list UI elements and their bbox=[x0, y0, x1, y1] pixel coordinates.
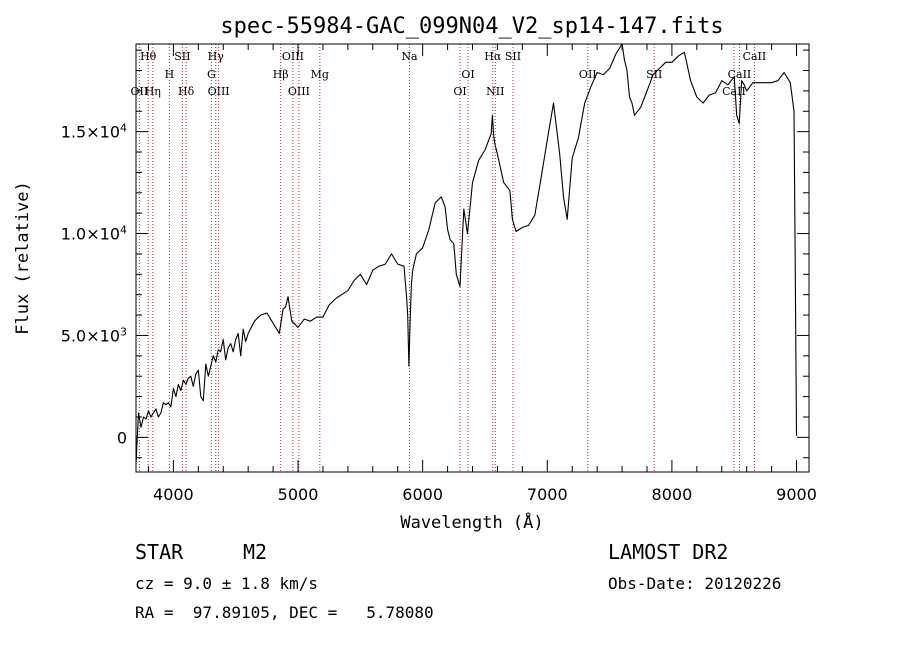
line-label-5: Hδ bbox=[178, 85, 195, 98]
y-tick-mantissa-0: 0 bbox=[117, 428, 127, 447]
y-tick-mantissa-3: 1.5×10 bbox=[61, 123, 120, 142]
line-label-4: SII bbox=[174, 50, 190, 63]
line-label-17: SII bbox=[505, 50, 521, 63]
line-label-22: CaII bbox=[728, 68, 752, 81]
line-label-21: CaII bbox=[743, 50, 767, 63]
line-label-2: Hη bbox=[145, 85, 161, 98]
line-label-13: Na bbox=[401, 50, 418, 63]
line-label-0: Hθ bbox=[140, 50, 157, 63]
redshift-velocity: cz = 9.0 ± 1.8 km/s bbox=[135, 574, 319, 593]
x-axis-label: Wavelength (Å) bbox=[400, 511, 543, 533]
line-label-1: OII bbox=[131, 85, 149, 98]
plot-frame bbox=[135, 43, 810, 473]
y-tick-label-0: 0 bbox=[117, 428, 127, 447]
spectral-line-markers bbox=[138, 44, 755, 472]
line-label-23: CaII bbox=[722, 85, 746, 98]
line-label-12: Mg bbox=[311, 68, 329, 81]
survey-name: LAMOST DR2 bbox=[608, 540, 729, 564]
line-label-6: Hγ bbox=[208, 50, 225, 63]
line-label-16: Hα bbox=[484, 50, 502, 63]
object-class: STAR bbox=[135, 540, 184, 564]
x-tick-label-0: 4000 bbox=[153, 485, 194, 504]
coordinates: RA = 97.89105, DEC = 5.78080 bbox=[135, 603, 434, 622]
line-label-7: G bbox=[207, 68, 216, 81]
x-tick-label-2: 6000 bbox=[402, 485, 443, 504]
observation-date: Obs-Date: 20120226 bbox=[608, 574, 782, 593]
spectrum-series bbox=[135, 43, 798, 464]
object-subclass: M2 bbox=[243, 540, 268, 564]
spectral-line-labels: HθOIIHηHSIIHδHγGOIIIOIIIHβOIIIMgNaOIOIHα… bbox=[131, 50, 767, 98]
line-label-9: OIII bbox=[282, 50, 304, 63]
y-tick-label-3: 1.5×104 bbox=[61, 121, 127, 142]
line-label-3: H bbox=[165, 68, 175, 81]
axis-ticks: 4000 5000 6000 7000 8000 900005.0×1031.0×1041… bbox=[61, 44, 817, 504]
y-tick-exponent-2: 4 bbox=[120, 223, 127, 236]
y-tick-exponent-1: 3 bbox=[120, 325, 127, 338]
line-label-8: OIII bbox=[208, 85, 230, 98]
x-tick-label-5: 9000 bbox=[776, 485, 817, 504]
line-label-19: OII bbox=[579, 68, 597, 81]
y-tick-mantissa-2: 1.0×10 bbox=[61, 225, 120, 244]
x-tick-label-1: 5000 bbox=[278, 485, 319, 504]
spectrum-line bbox=[135, 43, 798, 464]
y-tick-exponent-3: 4 bbox=[120, 121, 127, 134]
line-label-10: Hβ bbox=[273, 68, 289, 81]
x-tick-label-3: 7000 bbox=[527, 485, 568, 504]
x-tick-label-4: 8000 bbox=[652, 485, 693, 504]
y-axis-label: Flux (relative) bbox=[13, 181, 33, 335]
line-label-14: OI bbox=[461, 68, 474, 81]
y-tick-label-2: 1.0×104 bbox=[61, 223, 127, 244]
y-tick-label-1: 5.0×103 bbox=[61, 325, 127, 346]
y-tick-mantissa-1: 5.0×10 bbox=[61, 326, 120, 345]
line-label-15: OI bbox=[453, 85, 466, 98]
chart-title: spec-55984-GAC_099N04_V2_sp14-147.fits bbox=[220, 14, 723, 39]
line-label-11: OIII bbox=[288, 85, 310, 98]
line-label-18: NII bbox=[486, 85, 504, 98]
line-label-20: SII bbox=[646, 68, 662, 81]
